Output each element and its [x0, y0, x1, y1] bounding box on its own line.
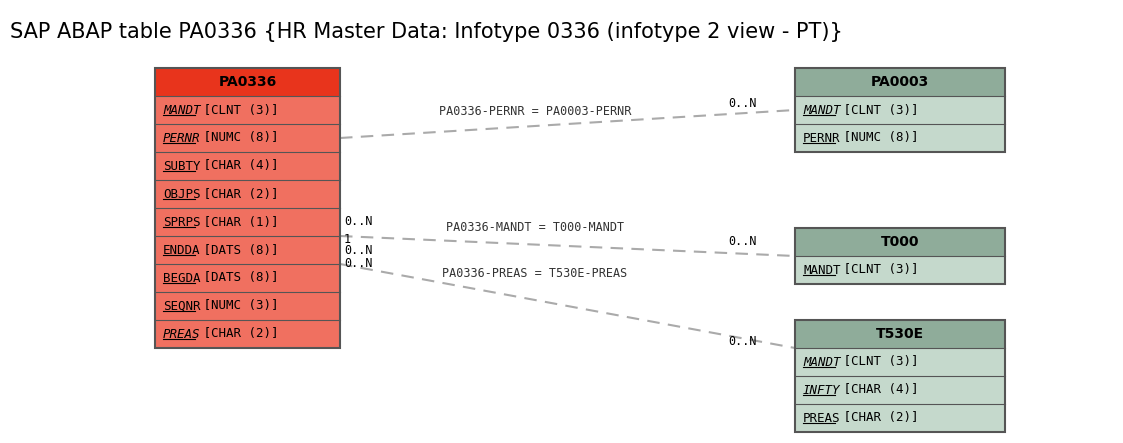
Text: 0..N: 0..N [344, 244, 373, 257]
Text: MANDT: MANDT [803, 355, 840, 369]
Text: [NUMC (3)]: [NUMC (3)] [195, 299, 279, 312]
Bar [795, 96, 1005, 124]
Bar [155, 236, 340, 264]
Text: SAP ABAP table PA0336 {HR Master Data: Infotype 0336 (infotype 2 view - PT)}: SAP ABAP table PA0336 {HR Master Data: I… [10, 22, 842, 42]
Text: [CLNT (3)]: [CLNT (3)] [836, 104, 917, 117]
Bar [795, 68, 1005, 96]
Text: T530E: T530E [876, 327, 924, 341]
Bar [795, 256, 1005, 284]
Text: 0..N: 0..N [729, 235, 757, 248]
Text: 0..N: 0..N [344, 257, 373, 270]
Bar [795, 124, 1005, 152]
Text: PERNR: PERNR [803, 132, 840, 144]
Text: [CLNT (3)]: [CLNT (3)] [836, 355, 917, 369]
Text: 0..N: 0..N [729, 335, 757, 348]
Text: [CLNT (3)]: [CLNT (3)] [195, 104, 279, 117]
Bar [155, 264, 340, 292]
Text: [CHAR (4)]: [CHAR (4)] [195, 159, 279, 172]
Bar [155, 208, 340, 236]
Text: PERNR: PERNR [163, 132, 201, 144]
Text: INFTY: INFTY [803, 384, 840, 396]
Text: SEQNR: SEQNR [163, 299, 201, 312]
Text: [NUMC (8)]: [NUMC (8)] [195, 132, 279, 144]
Text: 0..N: 0..N [344, 215, 373, 228]
Text: ENDDA: ENDDA [163, 244, 201, 256]
Bar [155, 152, 340, 180]
Text: MANDT: MANDT [163, 104, 201, 117]
Bar [795, 404, 1005, 432]
Text: PA0336-PERNR = PA0003-PERNR: PA0336-PERNR = PA0003-PERNR [439, 105, 631, 118]
Text: PA0336-MANDT = T000-MANDT: PA0336-MANDT = T000-MANDT [446, 221, 624, 234]
Text: MANDT: MANDT [803, 104, 840, 117]
Bar [795, 320, 1005, 432]
Text: PA0336: PA0336 [218, 75, 276, 89]
Text: [NUMC (8)]: [NUMC (8)] [836, 132, 917, 144]
Text: PA0336-PREAS = T530E-PREAS: PA0336-PREAS = T530E-PREAS [442, 267, 628, 280]
Bar [155, 320, 340, 348]
Bar [795, 348, 1005, 376]
Text: [DATS (8)]: [DATS (8)] [195, 272, 279, 284]
Bar [155, 180, 340, 208]
Bar [795, 228, 1005, 256]
Bar [795, 68, 1005, 152]
Text: [CHAR (2)]: [CHAR (2)] [195, 187, 279, 201]
Text: 1: 1 [344, 233, 351, 246]
Text: OBJPS: OBJPS [163, 187, 201, 201]
Bar [795, 376, 1005, 404]
Text: [CHAR (1)]: [CHAR (1)] [195, 215, 279, 229]
Text: [CHAR (4)]: [CHAR (4)] [836, 384, 917, 396]
Text: [CLNT (3)]: [CLNT (3)] [836, 264, 917, 276]
Bar [155, 96, 340, 124]
Bar [795, 320, 1005, 348]
Bar [155, 68, 340, 96]
Bar [155, 292, 340, 320]
Text: [DATS (8)]: [DATS (8)] [195, 244, 279, 256]
Text: PREAS: PREAS [163, 327, 201, 341]
Bar [155, 124, 340, 152]
Text: SUBTY: SUBTY [163, 159, 201, 172]
Text: PA0003: PA0003 [870, 75, 929, 89]
Text: SPRPS: SPRPS [163, 215, 201, 229]
Text: 0..N: 0..N [729, 97, 757, 110]
Text: [CHAR (2)]: [CHAR (2)] [836, 412, 917, 424]
Text: MANDT: MANDT [803, 264, 840, 276]
Text: BEGDA: BEGDA [163, 272, 201, 284]
Bar [155, 68, 340, 348]
Text: T000: T000 [880, 235, 920, 249]
Text: [CHAR (2)]: [CHAR (2)] [195, 327, 279, 341]
Text: PREAS: PREAS [803, 412, 840, 424]
Bar [795, 228, 1005, 284]
